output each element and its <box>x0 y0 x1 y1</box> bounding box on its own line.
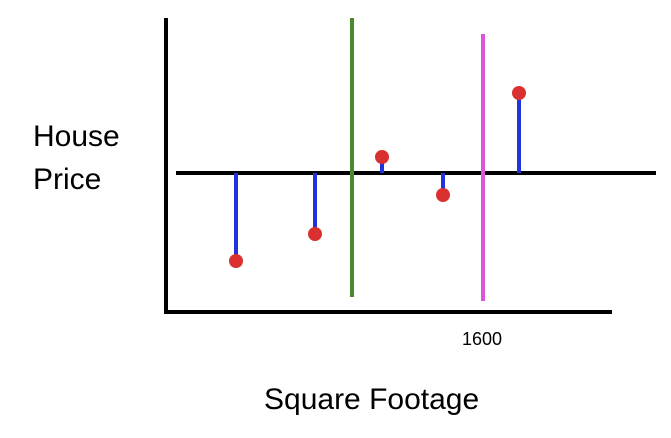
y-axis-label-line2: Price <box>33 163 102 196</box>
x-tick-label: 1600 <box>462 329 503 349</box>
data-point-5 <box>512 86 526 100</box>
x-axis-label: Square Footage <box>264 383 480 416</box>
data-point-2 <box>308 227 322 241</box>
y-axis-label-line1: House <box>33 120 120 153</box>
data-point-4 <box>436 188 450 202</box>
data-point-1 <box>229 254 243 268</box>
data-point-3 <box>375 150 389 164</box>
